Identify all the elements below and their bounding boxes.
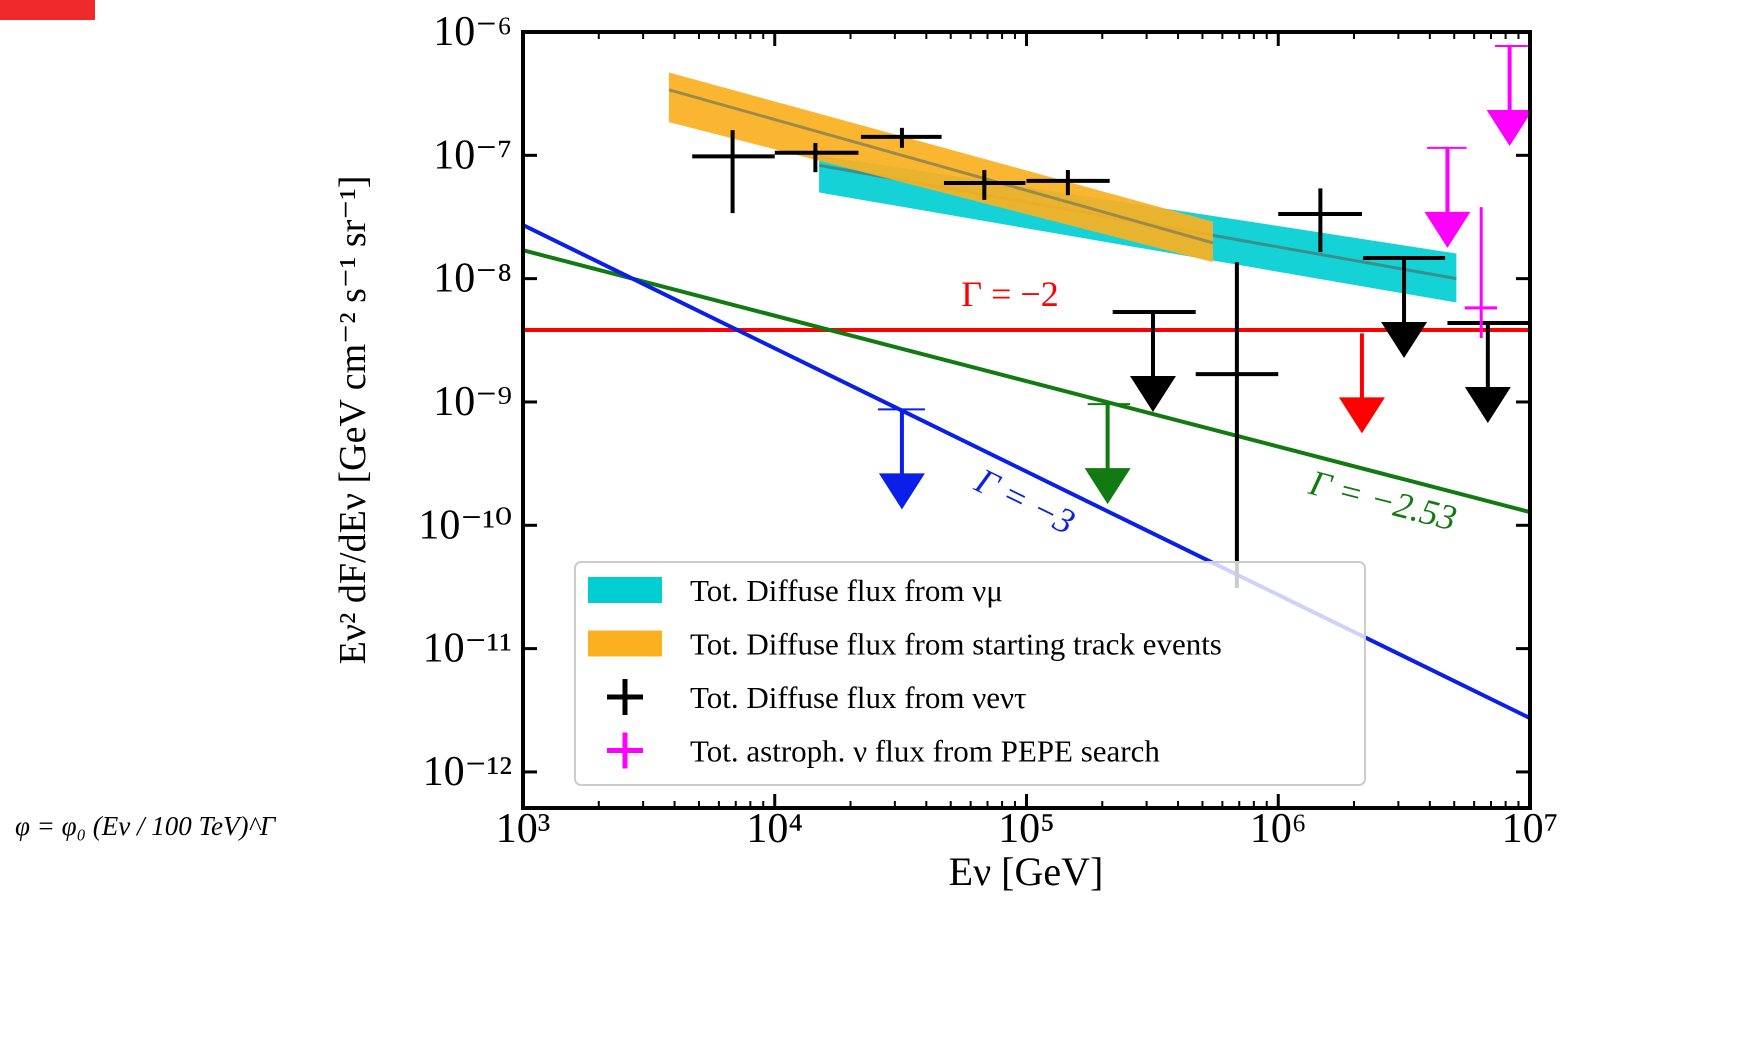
limit-arrow-head [1338, 397, 1385, 434]
legend-label: Tot. Diffuse flux from starting track ev… [690, 627, 1222, 662]
legend-label: Tot. Diffuse flux from νμ [690, 573, 1003, 608]
x-tick-label: 10⁴ [746, 806, 803, 852]
limit-arrow-head [1464, 386, 1511, 423]
y-tick-label: 10⁻⁹ [433, 379, 512, 425]
y-tick-label: 10⁻¹¹ [423, 626, 512, 672]
limit-arrow-head [1084, 468, 1131, 505]
legend-swatch [588, 577, 662, 603]
limit-arrow-head [1424, 211, 1471, 248]
power-law-line [523, 248, 1530, 515]
legend-box [574, 561, 1366, 786]
y-axis-label: Eν² dF/dEν [GeV cm⁻² s⁻¹ sr⁻¹] [332, 176, 374, 665]
line-label: Γ = −2 [961, 274, 1058, 314]
limit-arrow-head [1129, 375, 1176, 412]
limit-arrow-head [1486, 109, 1533, 146]
band-center-line [668, 88, 1214, 245]
legend-swatch [588, 630, 662, 657]
y-tick-label: 10⁻¹² [423, 749, 512, 795]
x-tick-label: 10⁵ [998, 806, 1055, 852]
y-tick-label: 10⁻⁶ [433, 9, 512, 55]
formula: φ = φ₀ (Eν / 100 TeV)^Γ [15, 811, 277, 841]
legend-label: Tot. Diffuse flux from νeντ [690, 680, 1027, 715]
y-tick-label: 10⁻⁷ [433, 132, 512, 178]
y-tick-label: 10⁻⁸ [433, 256, 512, 302]
x-tick-label: 10⁷ [1502, 806, 1559, 852]
limit-arrow-head [1381, 322, 1428, 359]
corner-marker [0, 0, 95, 20]
x-axis-label: Eν [GeV] [949, 849, 1104, 894]
limit-arrow-head [878, 473, 925, 510]
legend-label: Tot. astroph. ν flux from PEPE search [690, 734, 1160, 769]
x-tick-label: 10⁶ [1250, 806, 1307, 852]
x-tick-label: 10³ [496, 806, 551, 852]
y-tick-label: 10⁻¹⁰ [418, 502, 512, 548]
